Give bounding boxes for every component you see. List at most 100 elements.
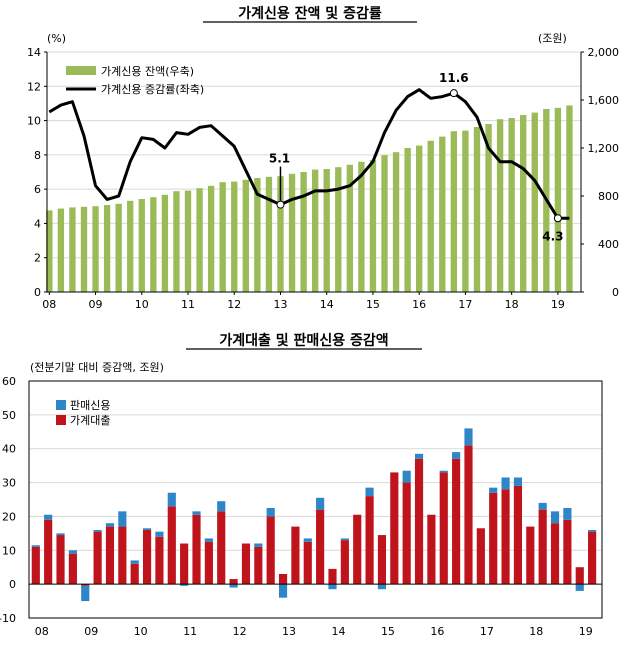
left-tick-label: 2: [34, 252, 41, 265]
x-tick-label: 10: [134, 625, 148, 638]
y-tick-label: 40: [2, 443, 16, 456]
balance-bar: [323, 169, 330, 292]
sales-credit-bar: [464, 428, 473, 446]
household-loans-bar: [513, 485, 523, 585]
balance-bar: [392, 152, 400, 292]
balance-bar: [115, 203, 122, 292]
sales-credit-bar: [340, 538, 349, 541]
x-tick-label: 12: [233, 625, 247, 638]
balance-bar: [57, 208, 65, 292]
household-loans-bar: [192, 514, 201, 585]
x-tick-label: 16: [430, 625, 444, 638]
chart1-growth-line: [48, 88, 570, 223]
legend-swatch-sales-credit: [56, 400, 66, 410]
right-tick-label: 1,200: [588, 142, 620, 155]
sales-credit-bar: [316, 497, 325, 510]
annotation-marker: [553, 214, 562, 223]
balance-bar: [196, 188, 203, 292]
left-tick-label: 4: [34, 217, 41, 230]
household-loans-bar: [68, 553, 77, 585]
chart1-right-unit: (조원): [538, 32, 567, 45]
sales-credit-bar: [278, 584, 288, 598]
household-loans-bar: [526, 526, 535, 585]
y-tick-label: 60: [2, 375, 16, 388]
balance-bar: [335, 167, 342, 292]
household-loans-bar: [538, 509, 547, 585]
household-loans-bar: [266, 516, 275, 585]
chart1-legend: 가계신용 잔액(우축) 가계신용 증감률(좌축): [66, 65, 204, 96]
balance-bar: [531, 112, 538, 292]
balance-bar: [416, 145, 423, 292]
x-tick-label: 08: [42, 298, 56, 311]
sales-credit-bar: [303, 538, 312, 542]
balance-bar: [265, 176, 273, 292]
x-tick-label: 11: [181, 298, 195, 311]
balance-bar: [554, 107, 562, 292]
household-loans-bar: [254, 546, 263, 585]
legend-label-household-loans: 가계대출: [70, 414, 110, 427]
household-loans-bar: [44, 519, 53, 585]
household-loans-bar: [105, 526, 115, 585]
x-tick-label: 18: [529, 625, 543, 638]
y-tick-label: 30: [2, 477, 16, 490]
household-loans-bar: [130, 563, 139, 585]
balance-bar: [427, 140, 434, 292]
y-tick-label: 10: [2, 544, 16, 557]
household-loans-bar: [291, 526, 300, 585]
right-tick-label: 1,600: [588, 94, 620, 107]
sales-credit-bar: [575, 584, 584, 591]
household-loans-bar: [377, 535, 387, 585]
balance-bar: [231, 181, 238, 292]
legend-swatch-balance: [66, 66, 96, 75]
x-tick-label: 14: [320, 298, 334, 311]
balance-bar: [46, 210, 53, 292]
legend-label-growth: 가계신용 증감률(좌축): [101, 83, 204, 96]
x-tick-label: 09: [89, 298, 103, 311]
balance-bar: [80, 206, 88, 292]
legend-label-sales-credit: 판매신용: [70, 399, 110, 412]
sales-credit-bar: [217, 501, 226, 512]
annotation-label: 5.1: [269, 152, 290, 166]
sales-credit-bar: [44, 514, 53, 520]
x-tick-label: 19: [551, 298, 565, 311]
balance-bar: [566, 105, 573, 293]
household-loans-bar: [439, 472, 448, 585]
x-tick-label: 15: [366, 298, 380, 311]
balance-bar: [508, 118, 515, 292]
sales-credit-bar: [328, 584, 337, 590]
household-loans-bar: [563, 519, 572, 585]
chart2-axes: [28, 380, 603, 619]
sales-credit-bar: [105, 523, 115, 527]
x-tick-label: 17: [458, 298, 472, 311]
balance-bar: [300, 172, 307, 292]
x-tick-label: 17: [480, 625, 494, 638]
annotation-marker: [449, 89, 458, 98]
right-tick-label: 0: [612, 286, 619, 299]
household-loans-bar: [427, 514, 436, 585]
y-tick-label: 20: [2, 510, 16, 523]
household-loans-bar: [167, 506, 176, 585]
x-tick-label: 16: [412, 298, 426, 311]
x-tick-label: 14: [331, 625, 345, 638]
balance-bar: [92, 206, 99, 292]
sales-credit-bar: [452, 452, 461, 459]
growth-line: [48, 88, 570, 220]
sales-credit-bar: [81, 585, 90, 602]
sales-credit-bar: [588, 529, 597, 532]
balance-bar: [277, 176, 284, 292]
household-loans-bar: [353, 514, 362, 585]
sales-credit-bar: [501, 477, 510, 490]
balance-bar: [462, 130, 469, 292]
sales-credit-bar: [118, 511, 127, 527]
household-loans-bar: [550, 523, 560, 585]
balance-bar: [161, 194, 169, 292]
balance-bar: [69, 207, 76, 292]
balance-bar: [358, 161, 365, 292]
sales-credit-bar: [550, 511, 560, 524]
balance-bar: [138, 199, 145, 292]
balance-bar: [439, 136, 446, 292]
household-loans-bar: [204, 541, 213, 585]
x-tick-label: 11: [183, 625, 197, 638]
sales-credit-bar: [513, 477, 523, 486]
household-loans-bar: [501, 489, 510, 585]
